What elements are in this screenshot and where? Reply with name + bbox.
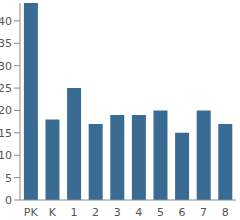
svg-text:7: 7 — [200, 206, 207, 219]
svg-text:8: 8 — [222, 206, 229, 219]
svg-text:20: 20 — [8, 104, 12, 117]
svg-text:1: 1 — [71, 206, 78, 219]
svg-text:5: 5 — [8, 172, 12, 185]
svg-text:10: 10 — [8, 149, 12, 162]
svg-text:PK: PK — [24, 206, 39, 219]
svg-text:0: 0 — [8, 194, 12, 207]
svg-text:25: 25 — [8, 82, 12, 95]
svg-text:K: K — [49, 206, 57, 219]
svg-text:6: 6 — [179, 206, 186, 219]
svg-text:4: 4 — [135, 206, 142, 219]
svg-text:3: 3 — [114, 206, 121, 219]
svg-text:15: 15 — [8, 127, 12, 140]
svg-text:5: 5 — [157, 206, 164, 219]
svg-text:35: 35 — [8, 37, 12, 50]
svg-text:2: 2 — [92, 206, 99, 219]
svg-text:30: 30 — [8, 60, 12, 73]
svg-text:40: 40 — [8, 15, 12, 28]
